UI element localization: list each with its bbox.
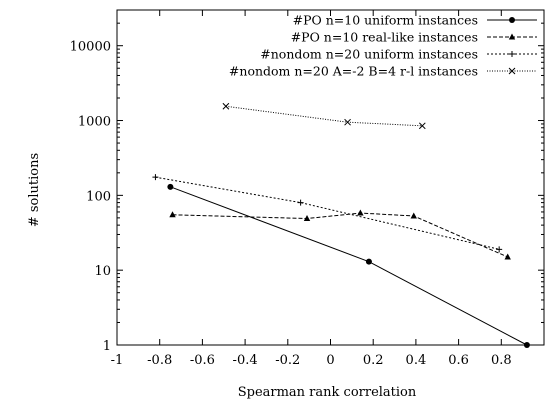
data-point (508, 67, 516, 75)
legend-item: #nondom n=20 A=-2 B=4 r-l instances (229, 64, 537, 79)
y-tick-label: 100 (86, 189, 111, 204)
y-tick-label: 10 (94, 264, 111, 279)
series-4 (222, 102, 426, 130)
data-point (410, 212, 417, 219)
data-point (365, 258, 372, 265)
series-line (170, 186, 528, 346)
legend: #PO n=10 uniform instances #PO n=10 real-… (229, 13, 537, 79)
legend-item: #PO n=10 real-like instances (291, 30, 537, 45)
x-tick-label: -1 (111, 353, 124, 368)
legend-label: #PO n=10 real-like instances (291, 30, 478, 45)
x-tick-label: 0.8 (491, 353, 512, 368)
data-point (344, 118, 351, 126)
y-tick-label: 1000 (78, 115, 111, 130)
data-point (303, 215, 311, 222)
data-point (509, 17, 515, 23)
x-tick-label: 0.2 (363, 353, 384, 368)
x-axis-label: Spearman rank correlation (238, 385, 417, 400)
data-point (509, 51, 515, 57)
data-point (504, 253, 511, 260)
x-tick-label: -0.8 (147, 353, 172, 368)
x-tick-label: 0 (326, 353, 334, 368)
legend-item: #PO n=10 uniform instances (293, 13, 537, 28)
series-1 (167, 183, 530, 348)
x-tick-label: -0.2 (275, 353, 300, 368)
data-point (418, 122, 426, 130)
data-point (297, 199, 304, 206)
data-point (508, 33, 516, 40)
series-2 (169, 209, 511, 260)
series-line (225, 105, 423, 127)
x-tick-label: -0.4 (233, 353, 258, 368)
series-3 (152, 174, 503, 253)
series-line (155, 176, 500, 250)
legend-item: #nondom n=20 uniform instances (260, 47, 537, 62)
data-point (357, 209, 364, 216)
y-tick-label: 1 (103, 339, 111, 354)
data-point (496, 246, 503, 253)
legend-label: #nondom n=20 A=-2 B=4 r-l instances (229, 64, 478, 79)
data-point (222, 102, 230, 110)
data-point (169, 211, 176, 218)
series-layer (152, 102, 530, 348)
y-tick-label: 10000 (70, 40, 111, 55)
data-point (523, 342, 530, 348)
x-tick-label: -0.6 (190, 353, 215, 368)
x-tick-label: 0.6 (448, 353, 469, 368)
legend-label: #PO n=10 uniform instances (293, 13, 478, 28)
axes: -1 -0.8 -0.6 -0.4 -0.2 0 0.2 0.4 0.6 0.8 1 10 100 100… (70, 9, 545, 368)
legend-label: #nondom n=20 uniform instances (260, 47, 478, 62)
y-axis-label: # solutions (27, 153, 42, 227)
x-tick-label: 0.4 (406, 353, 427, 368)
data-point (167, 183, 174, 190)
data-point (152, 174, 159, 181)
